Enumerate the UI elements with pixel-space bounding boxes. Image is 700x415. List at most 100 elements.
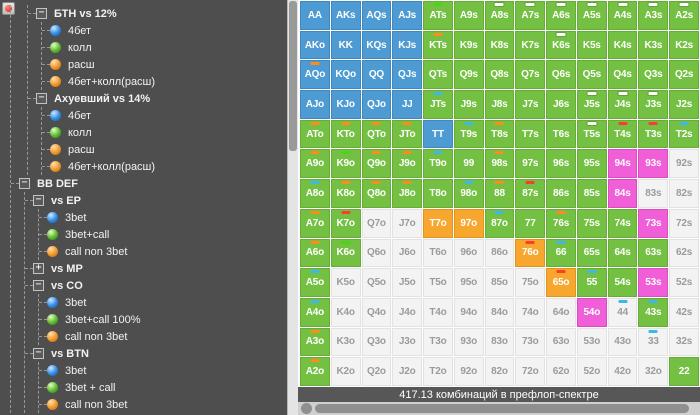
hand-cell-K8s[interactable]: K8s: [484, 30, 515, 60]
hand-cell-77[interactable]: 77: [515, 208, 546, 238]
hand-cell-96o[interactable]: 96o: [453, 238, 484, 268]
hand-cell-J7s[interactable]: J7s: [515, 90, 546, 119]
hand-cell-QJs[interactable]: QJs: [392, 60, 423, 90]
hand-cell-T4o[interactable]: T4o: [423, 297, 453, 327]
tree-node-label[interactable]: vs CO: [51, 279, 83, 292]
hand-cell-33[interactable]: 33: [638, 327, 669, 357]
tree-branch[interactable]: − БТН vs 12%: [28, 5, 286, 22]
hand-cell-95o[interactable]: 95o: [453, 268, 484, 297]
tree-leaf[interactable]: call non 3bet: [39, 396, 286, 413]
hand-cell-AA[interactable]: AA: [300, 1, 330, 30]
hand-cell-K4s[interactable]: K4s: [607, 30, 638, 60]
hand-cell-63o[interactable]: 63o: [546, 327, 576, 357]
hand-cell-K6s[interactable]: K6s: [546, 30, 576, 60]
hand-cell-87s[interactable]: 87s: [515, 179, 546, 208]
tree-leaf[interactable]: 3bet: [39, 362, 286, 379]
hand-cell-Q8o[interactable]: Q8o: [361, 179, 392, 208]
collapse-icon[interactable]: −: [33, 195, 44, 206]
hand-cell-55[interactable]: 55: [576, 268, 607, 297]
tree-leaf[interactable]: 3bet+call: [39, 226, 286, 243]
tree-node-label[interactable]: 4бет: [68, 109, 92, 122]
hand-cell-T8s[interactable]: T8s: [484, 119, 515, 149]
hand-cell-AKo[interactable]: AKo: [300, 30, 330, 60]
hand-cell-QTs[interactable]: QTs: [423, 60, 453, 90]
tree-node-label[interactable]: vs MP: [51, 262, 83, 275]
tree-leaf[interactable]: расш: [42, 56, 286, 73]
hand-cell-92o[interactable]: 92o: [453, 357, 484, 386]
hand-cell-ATo[interactable]: ATo: [300, 119, 330, 149]
hand-cell-T6o[interactable]: T6o: [423, 238, 453, 268]
hand-cell-TT[interactable]: TT: [423, 119, 453, 149]
tree-node-label[interactable]: 3bet+call 100%: [65, 313, 141, 326]
hand-cell-AKs[interactable]: AKs: [330, 1, 361, 30]
tree-leaf[interactable]: расш: [42, 141, 286, 158]
hand-cell-QQ[interactable]: QQ: [361, 60, 392, 90]
hand-cell-98o[interactable]: 98o: [453, 179, 484, 208]
hand-cell-32o[interactable]: 32o: [638, 357, 669, 386]
hand-cell-94s[interactable]: 94s: [607, 149, 638, 179]
hand-cell-98s[interactable]: 98s: [484, 149, 515, 179]
hand-cell-A5o[interactable]: A5o: [300, 268, 330, 297]
hand-cell-97o[interactable]: 97o: [453, 208, 484, 238]
hand-cell-97s[interactable]: 97s: [515, 149, 546, 179]
tree-leaf[interactable]: 4бет+колл(расш): [42, 73, 286, 90]
tree-branch[interactable]: − Ахуевший vs 14%: [28, 90, 286, 107]
hand-cell-A4o[interactable]: A4o: [300, 297, 330, 327]
hand-cell-J8o[interactable]: J8o: [392, 179, 423, 208]
tree-node-label[interactable]: БТН vs 12%: [54, 7, 117, 20]
tree-node-label[interactable]: 3bet: [65, 211, 87, 224]
hand-cell-T2o[interactable]: T2o: [423, 357, 453, 386]
hand-cell-86o[interactable]: 86o: [484, 238, 515, 268]
hand-cell-QJo[interactable]: QJo: [361, 90, 392, 119]
hand-cell-A6s[interactable]: A6s: [546, 1, 576, 30]
hand-cell-73s[interactable]: 73s: [638, 208, 669, 238]
hand-cell-63s[interactable]: 63s: [638, 238, 669, 268]
hand-cell-A9o[interactable]: A9o: [300, 149, 330, 179]
hand-cell-KK[interactable]: KK: [330, 30, 361, 60]
hand-cell-J2o[interactable]: J2o: [392, 357, 423, 386]
tree-node-label[interactable]: 3bet+call: [65, 228, 110, 241]
hand-cell-93o[interactable]: 93o: [453, 327, 484, 357]
hand-cell-K2o[interactable]: K2o: [330, 357, 361, 386]
hand-cell-AJo[interactable]: AJo: [300, 90, 330, 119]
tree-node-label[interactable]: BB DEF: [37, 177, 78, 190]
hand-cell-62s[interactable]: 62s: [669, 238, 699, 268]
hand-cell-A3s[interactable]: A3s: [638, 1, 669, 30]
hand-cell-J6s[interactable]: J6s: [546, 90, 576, 119]
hand-cell-Q6o[interactable]: Q6o: [361, 238, 392, 268]
hand-cell-K9o[interactable]: K9o: [330, 149, 361, 179]
hand-cell-AJs[interactable]: AJs: [392, 1, 423, 30]
hand-cell-A8o[interactable]: A8o: [300, 179, 330, 208]
hand-cell-J9s[interactable]: J9s: [453, 90, 484, 119]
hand-cell-93s[interactable]: 93s: [638, 149, 669, 179]
hand-cell-66[interactable]: 66: [546, 238, 576, 268]
hand-cell-Q9o[interactable]: Q9o: [361, 149, 392, 179]
hand-cell-JTo[interactable]: JTo: [392, 119, 423, 149]
hand-cell-A7o[interactable]: A7o: [300, 208, 330, 238]
hand-cell-K2s[interactable]: K2s: [669, 30, 699, 60]
hand-cell-42o[interactable]: 42o: [607, 357, 638, 386]
collapse-icon[interactable]: −: [19, 178, 30, 189]
hand-cell-T4s[interactable]: T4s: [607, 119, 638, 149]
hand-cell-Q3s[interactable]: Q3s: [638, 60, 669, 90]
tree-leaf[interactable]: 4бет+колл(расш): [42, 158, 286, 175]
hand-cell-75o[interactable]: 75o: [515, 268, 546, 297]
collapse-icon[interactable]: −: [33, 280, 44, 291]
hand-cell-J5s[interactable]: J5s: [576, 90, 607, 119]
hand-cell-K7o[interactable]: K7o: [330, 208, 361, 238]
hand-cell-83s[interactable]: 83s: [638, 179, 669, 208]
scrollbar-thumb[interactable]: [315, 404, 689, 413]
hand-cell-AQs[interactable]: AQs: [361, 1, 392, 30]
tree-leaf[interactable]: колл: [42, 39, 286, 56]
hand-cell-72o[interactable]: 72o: [515, 357, 546, 386]
hand-cell-83o[interactable]: 83o: [484, 327, 515, 357]
tree-leaf[interactable]: call non 3bet: [39, 243, 286, 260]
tree-branch[interactable]: − vs CO: [25, 277, 286, 294]
hand-cell-54o[interactable]: 54o: [576, 297, 607, 327]
hand-cell-T7s[interactable]: T7s: [515, 119, 546, 149]
tree-node-label[interactable]: call non 3bet: [65, 330, 128, 343]
hand-cell-85s[interactable]: 85s: [576, 179, 607, 208]
tree-branch[interactable]: + vs MP: [25, 260, 286, 277]
hand-cell-J2s[interactable]: J2s: [669, 90, 699, 119]
tree-leaf[interactable]: 3bet + call: [39, 379, 286, 396]
